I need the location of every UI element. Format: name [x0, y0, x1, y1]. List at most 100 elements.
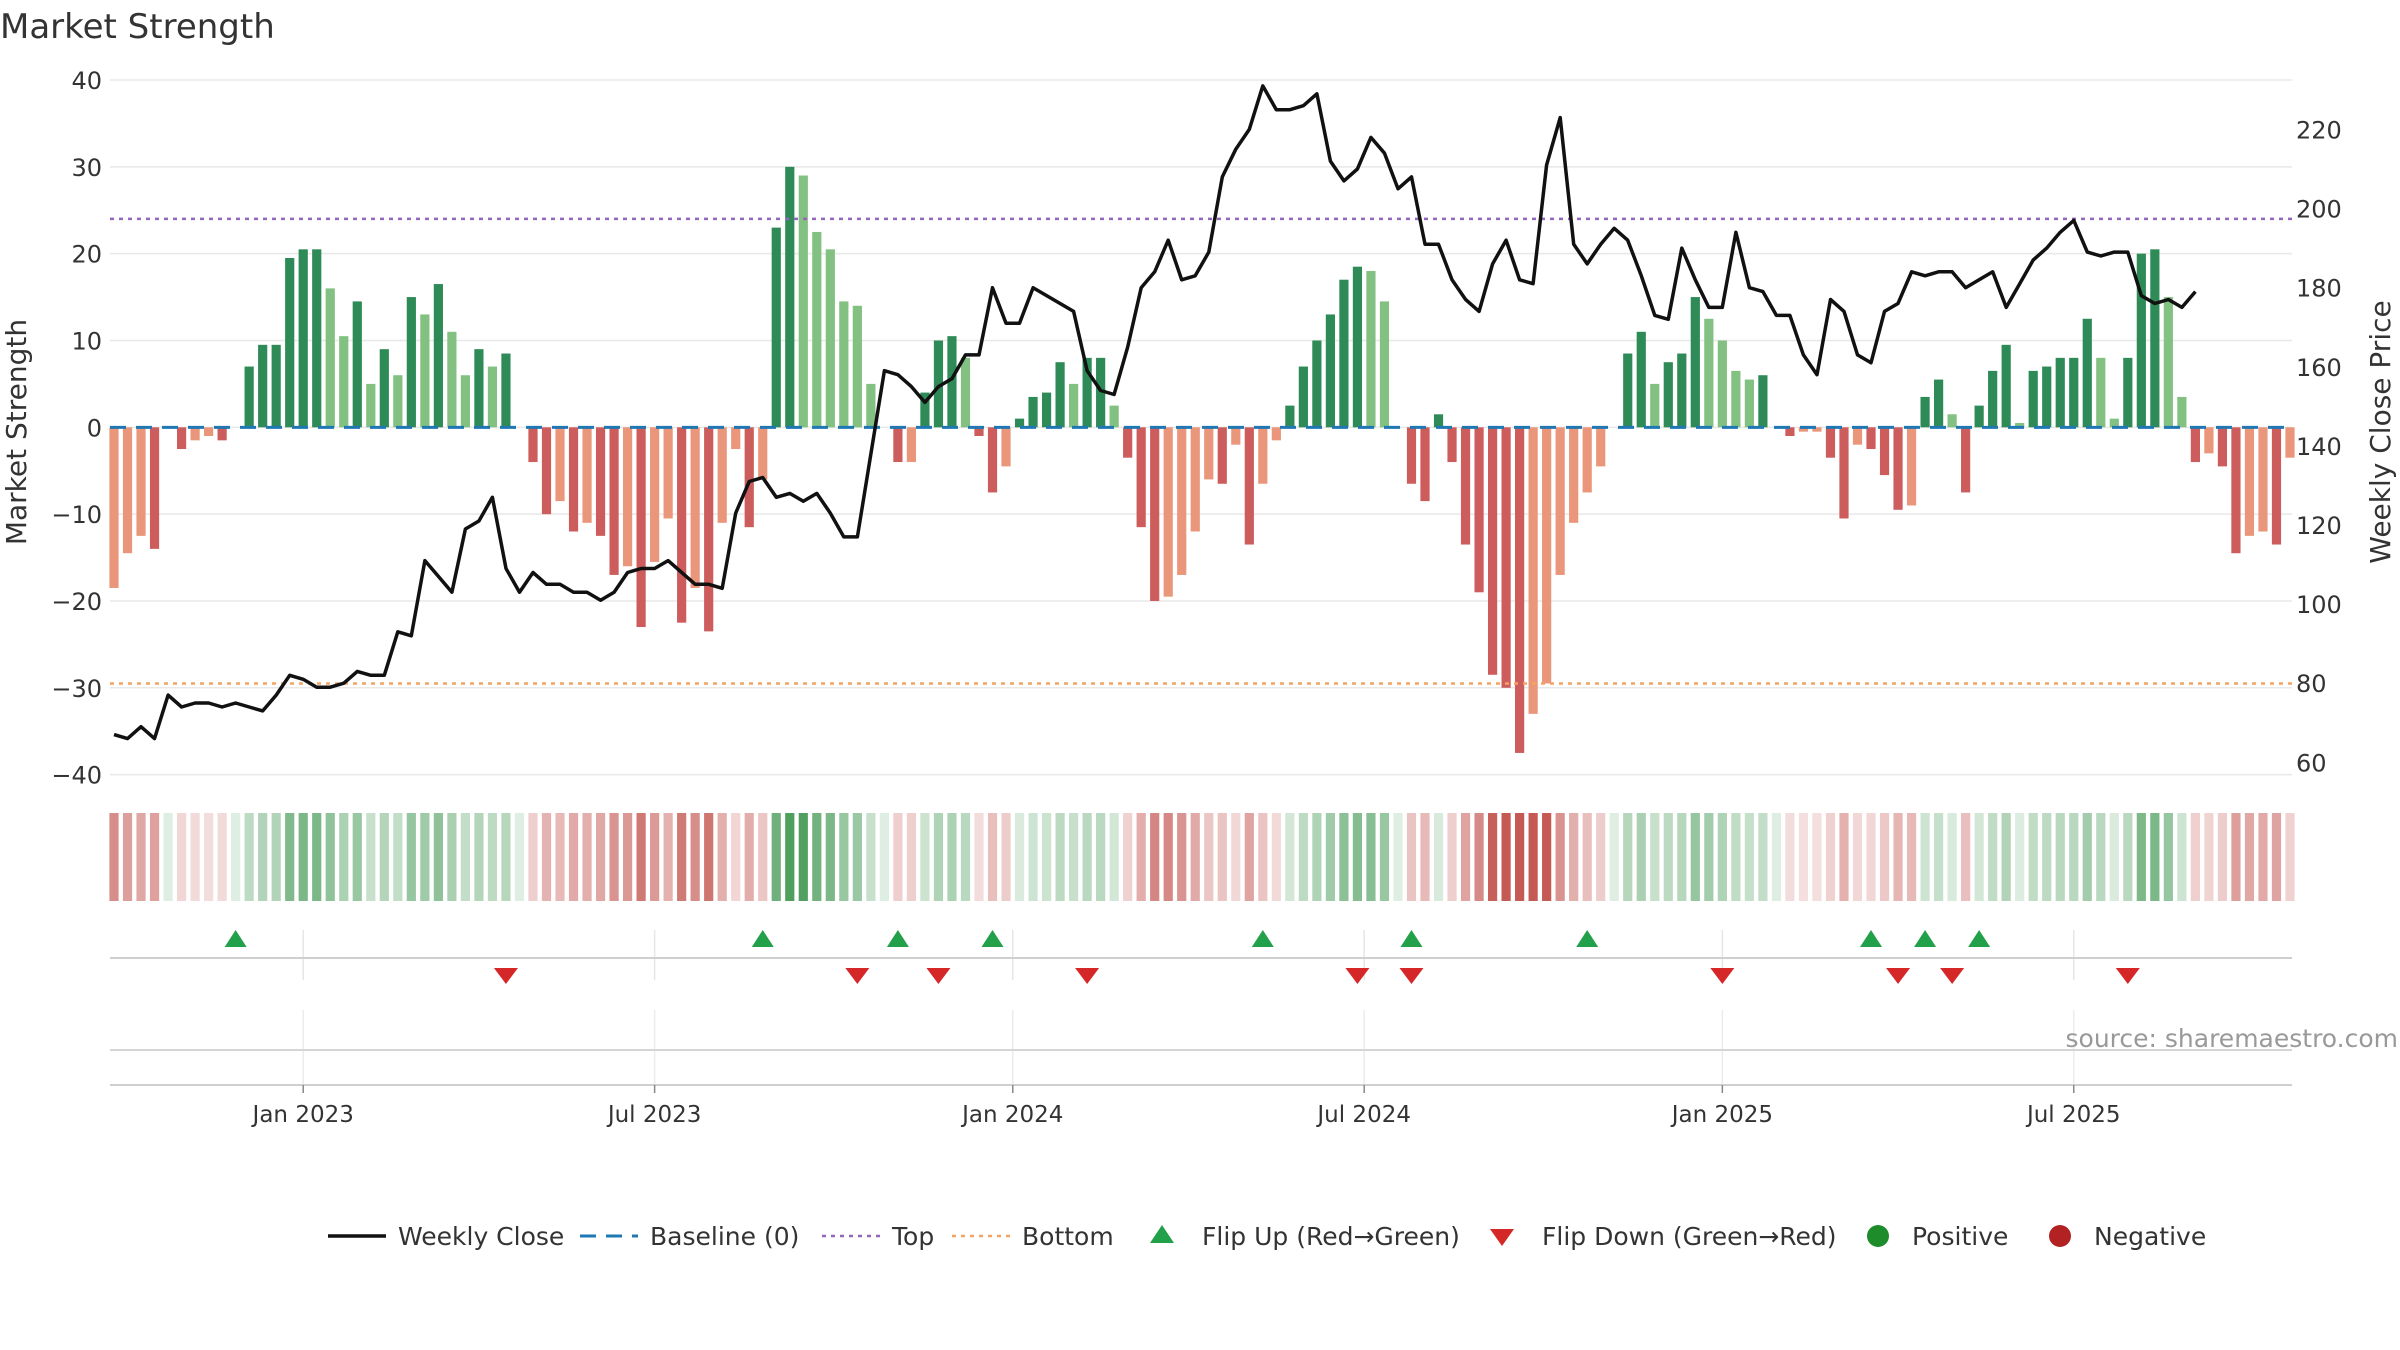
strength-bar: [663, 427, 673, 519]
strength-bar: [258, 344, 268, 428]
strip-cell: [433, 813, 443, 901]
strip-cell: [1771, 813, 1782, 901]
strength-bar: [1001, 427, 1011, 467]
right-tick-label: 60: [2296, 749, 2327, 777]
strip-cell: [866, 813, 876, 901]
right-tick-label: 100: [2296, 591, 2342, 619]
strip-cell: [1879, 813, 1890, 901]
strength-bar: [717, 427, 727, 523]
strength-bar: [1677, 353, 1687, 428]
strength-bar: [2136, 253, 2146, 428]
strength-bar: [2069, 357, 2079, 428]
strength-bar: [1474, 427, 1484, 593]
strength-bar: [1041, 392, 1052, 428]
strength-bar: [1717, 340, 1727, 428]
strength-bar: [204, 427, 214, 436]
strength-bar: [582, 427, 592, 523]
strip-cell: [325, 813, 335, 901]
strength-bar: [1298, 366, 1308, 428]
legend-label: Negative: [2094, 1222, 2206, 1251]
strip-cell: [2285, 813, 2295, 901]
strength-bar: [406, 297, 416, 428]
strip-cell: [677, 813, 687, 901]
strip-cell: [1217, 813, 1227, 901]
strip-cell: [2204, 813, 2214, 901]
strength-bar: [366, 383, 376, 428]
flip-down-marker: [926, 968, 951, 984]
strength-bar: [122, 427, 133, 554]
strip-cell: [1839, 813, 1849, 901]
strip-cell: [2217, 813, 2228, 901]
strength-bar: [2285, 427, 2295, 458]
strip-cell: [1001, 813, 1011, 901]
strip-cell: [960, 813, 971, 901]
strength-bar: [906, 427, 917, 463]
strip-cell: [1528, 813, 1538, 901]
strength-bar: [1096, 357, 1106, 428]
strip-cell: [1136, 813, 1146, 901]
strip-cell: [1555, 813, 1565, 901]
flip-up-marker: [1576, 930, 1599, 947]
strength-bar: [947, 336, 957, 428]
strip-cell: [190, 813, 200, 901]
flip-down-marker: [1075, 968, 1100, 984]
strip-cell: [933, 813, 944, 901]
strip-cell: [595, 813, 606, 901]
strip-cell: [2069, 813, 2079, 901]
strip-cell: [1069, 813, 1079, 901]
strength-bar: [1542, 427, 1552, 684]
strip-cell: [163, 813, 173, 901]
strength-bar: [1204, 427, 1214, 480]
strip-cell: [1893, 813, 1903, 901]
strip-cell: [1312, 813, 1322, 901]
strip-cell: [1366, 813, 1376, 901]
y-axis-label-right: Weekly Close Price: [2364, 300, 2397, 563]
legend-swatch: [1490, 1229, 1514, 1246]
strip-cell: [1014, 813, 1025, 901]
strength-bar: [379, 349, 389, 428]
strength-bar: [798, 175, 808, 428]
strip-cell: [987, 813, 998, 901]
strength-bar: [744, 427, 754, 528]
strength-bar: [1596, 427, 1606, 467]
strength-bar: [555, 427, 565, 502]
strip-cell: [109, 813, 119, 901]
strength-bar: [2163, 297, 2173, 428]
strip-cell: [406, 813, 416, 901]
strength-bar: [501, 353, 511, 428]
strip-cell: [393, 813, 403, 901]
strength-bar: [1312, 340, 1322, 428]
strip-cell: [2055, 813, 2065, 901]
legend-label: Flip Up (Red→Green): [1202, 1222, 1460, 1251]
strength-bar: [325, 288, 335, 428]
strip-cell: [176, 813, 187, 901]
strip-cell: [1812, 813, 1822, 901]
strip-cell: [1055, 813, 1065, 901]
strength-bar: [1271, 427, 1281, 441]
flip-down-marker: [1940, 968, 1965, 984]
strip-cell: [636, 813, 646, 901]
x-axis: Jan 2023 Jul 2023 Jan 2024 Jul 2024 Jan 2025…: [110, 1084, 2292, 1128]
legend-label: Weekly Close: [398, 1222, 564, 1251]
strip-cell: [1258, 813, 1268, 901]
weekly-close-series: [113, 84, 2197, 741]
strip-cell: [690, 813, 700, 901]
strip-cell: [447, 813, 457, 901]
strip-cell: [704, 813, 714, 901]
strip-cell: [839, 813, 849, 901]
legend-label: Bottom: [1022, 1222, 1114, 1251]
strength-bars: [109, 166, 2295, 753]
right-tick-label: 220: [2296, 116, 2342, 144]
strip-cell: [1325, 813, 1335, 901]
strip-cell: [2082, 813, 2092, 901]
strip-cell: [1082, 813, 1092, 901]
strip-cell: [1271, 813, 1281, 901]
strength-bar: [1217, 427, 1227, 484]
right-tick-label: 200: [2296, 196, 2342, 224]
strip-cell: [717, 813, 727, 901]
strength-bar: [474, 349, 484, 428]
strip-cell: [1379, 813, 1390, 901]
strength-bar: [1623, 353, 1633, 428]
right-tick-label: 80: [2296, 670, 2327, 698]
strength-bar: [1582, 427, 1592, 493]
